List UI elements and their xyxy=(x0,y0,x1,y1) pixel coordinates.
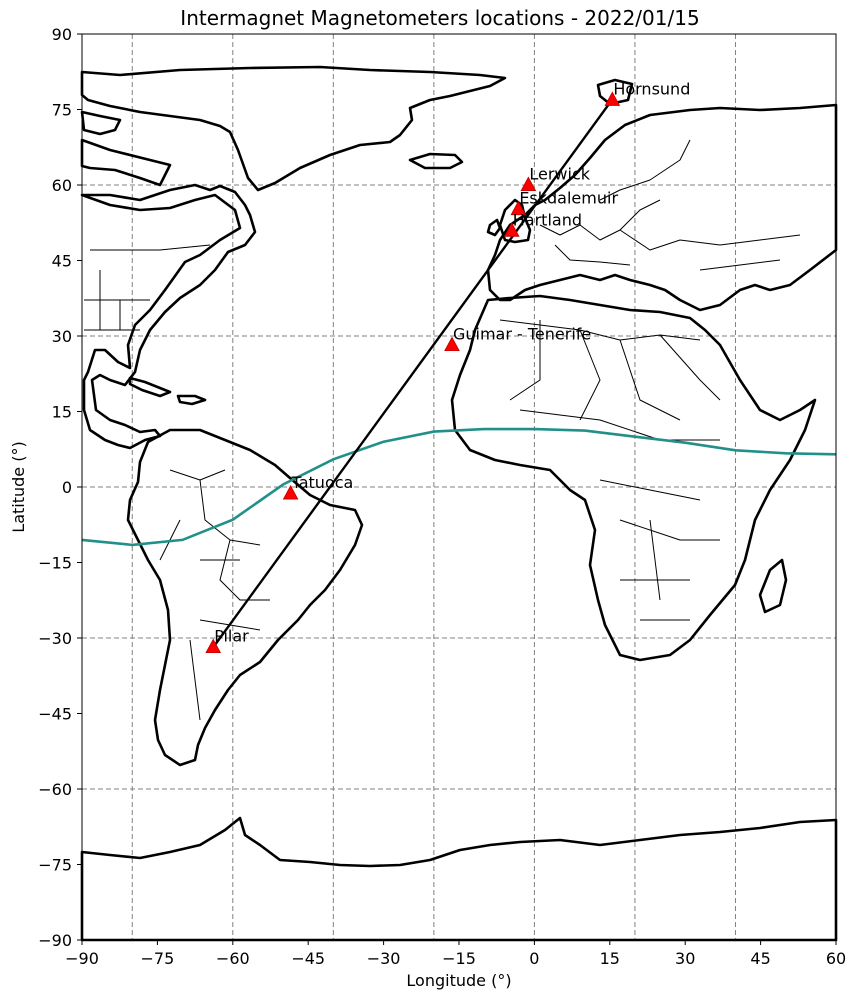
x-axis-label: Longitude (°) xyxy=(406,971,511,990)
station-marker xyxy=(520,176,537,191)
station-label: Lerwick xyxy=(529,164,590,183)
station-marker xyxy=(503,222,520,237)
station-marker xyxy=(282,484,299,500)
y-tick-label: 90 xyxy=(52,25,72,44)
x-tick-label: −90 xyxy=(65,949,99,968)
station-marker xyxy=(510,200,527,216)
x-tick-label: 60 xyxy=(826,949,846,968)
country-borders xyxy=(84,139,801,721)
y-tick-label: 0 xyxy=(62,478,72,497)
station-marker xyxy=(604,91,621,106)
cuba-coastline xyxy=(128,376,172,398)
x-tick-label: −45 xyxy=(291,949,325,968)
y-tick-label: −45 xyxy=(38,705,72,724)
x-tick-label: 15 xyxy=(600,949,620,968)
landmass xyxy=(80,65,838,942)
y-tick-label: −75 xyxy=(38,856,72,875)
y-tick-label: 60 xyxy=(52,176,72,195)
station-label: Guimar - Tenerife xyxy=(453,325,591,344)
magnetic-equator-line xyxy=(81,427,837,547)
madagascar-coastline xyxy=(758,558,788,614)
y-axis-label: Latitude (°) xyxy=(9,441,28,532)
station-label: Hornsund xyxy=(613,79,690,98)
x-axis-ticks: −90 −75 −60 −45 −30 −15 0 15 30 45 60 xyxy=(65,940,846,968)
europe-coastline xyxy=(486,103,838,312)
station-label: Hartland xyxy=(513,210,582,229)
y-tick-label: −15 xyxy=(38,554,72,573)
chart-title: Intermagnet Magnetometers locations - 20… xyxy=(180,6,699,30)
x-tick-label: 0 xyxy=(529,949,539,968)
antarctica-coastline xyxy=(80,816,838,942)
ireland-coastline xyxy=(486,218,502,237)
south-america-coastline xyxy=(126,428,364,767)
y-tick-label: 75 xyxy=(52,101,72,120)
x-tick-label: 30 xyxy=(675,949,695,968)
y-tick-label: 15 xyxy=(52,403,72,422)
baffin-coastline xyxy=(80,138,172,187)
y-axis-ticks: −90 −75 −60 −45 −30 −15 0 15 30 45 60 75 90 xyxy=(38,25,82,950)
station-marker xyxy=(205,638,222,654)
africa-coastline xyxy=(450,294,817,662)
y-tick-label: 30 xyxy=(52,327,72,346)
y-tick-label: −60 xyxy=(38,780,72,799)
track-line xyxy=(211,98,614,649)
x-tick-label: −30 xyxy=(367,949,401,968)
station-label: Eskdalemuir xyxy=(519,189,618,208)
y-tick-label: −30 xyxy=(38,629,72,648)
svalbard-coastline xyxy=(596,78,634,106)
north-america-coastline xyxy=(80,183,257,450)
station-marker xyxy=(444,336,460,352)
x-tick-label: 45 xyxy=(750,949,770,968)
y-tick-label: 45 xyxy=(52,252,72,271)
station-label: Pilar xyxy=(214,627,249,646)
arctic-islands-coastline xyxy=(80,110,122,136)
hispaniola-coastline xyxy=(176,394,207,406)
x-tick-label: −75 xyxy=(141,949,175,968)
gridlines xyxy=(82,34,836,940)
station-markers: Hornsund Lerwick Eskdalemuir Hartland Guimar… xyxy=(205,79,690,654)
y-tick-label: −90 xyxy=(38,931,72,950)
x-tick-label: −15 xyxy=(442,949,476,968)
station-label: Tatuoca xyxy=(291,473,354,492)
x-tick-label: −60 xyxy=(216,949,250,968)
greenland-coastline xyxy=(80,65,507,192)
iceland-coastline xyxy=(408,152,464,170)
